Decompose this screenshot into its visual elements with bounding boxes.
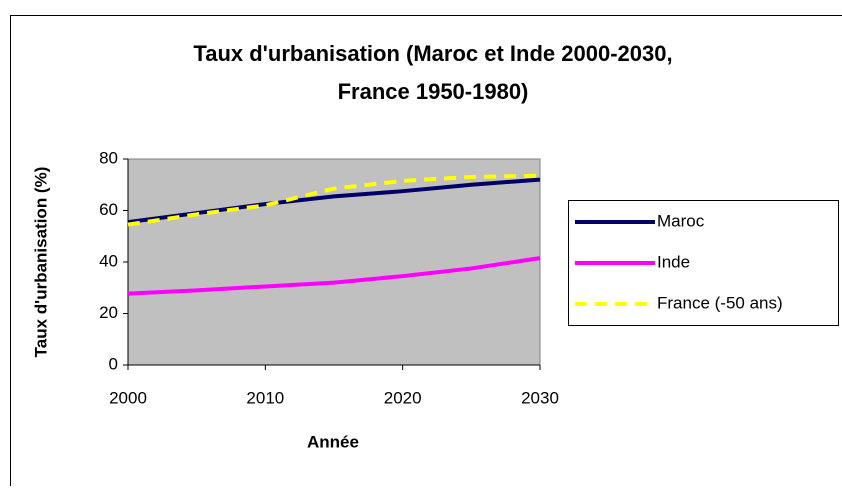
y-tick-label: 40 [99, 251, 118, 270]
y-tick-label: 80 [99, 148, 118, 167]
legend-label: Maroc [657, 211, 705, 230]
x-tick-label: 2000 [109, 388, 147, 407]
legend-label: Inde [657, 252, 690, 271]
x-tick-label: 2010 [246, 388, 284, 407]
chart-title: Taux d'urbanisation (Maroc et Inde 2000-… [193, 41, 672, 66]
y-tick-label: 60 [99, 200, 118, 219]
y-axis-label: Taux d'urbanisation (%) [31, 167, 50, 358]
y-tick-label: 0 [109, 354, 118, 373]
x-tick-label: 2020 [384, 388, 422, 407]
x-axis-label: Année [307, 432, 359, 451]
legend-label: France (-50 ans) [657, 293, 783, 312]
x-tick-label: 2030 [521, 388, 559, 407]
y-tick-label: 20 [99, 303, 118, 322]
chart-title: France 1950-1980) [338, 79, 529, 104]
